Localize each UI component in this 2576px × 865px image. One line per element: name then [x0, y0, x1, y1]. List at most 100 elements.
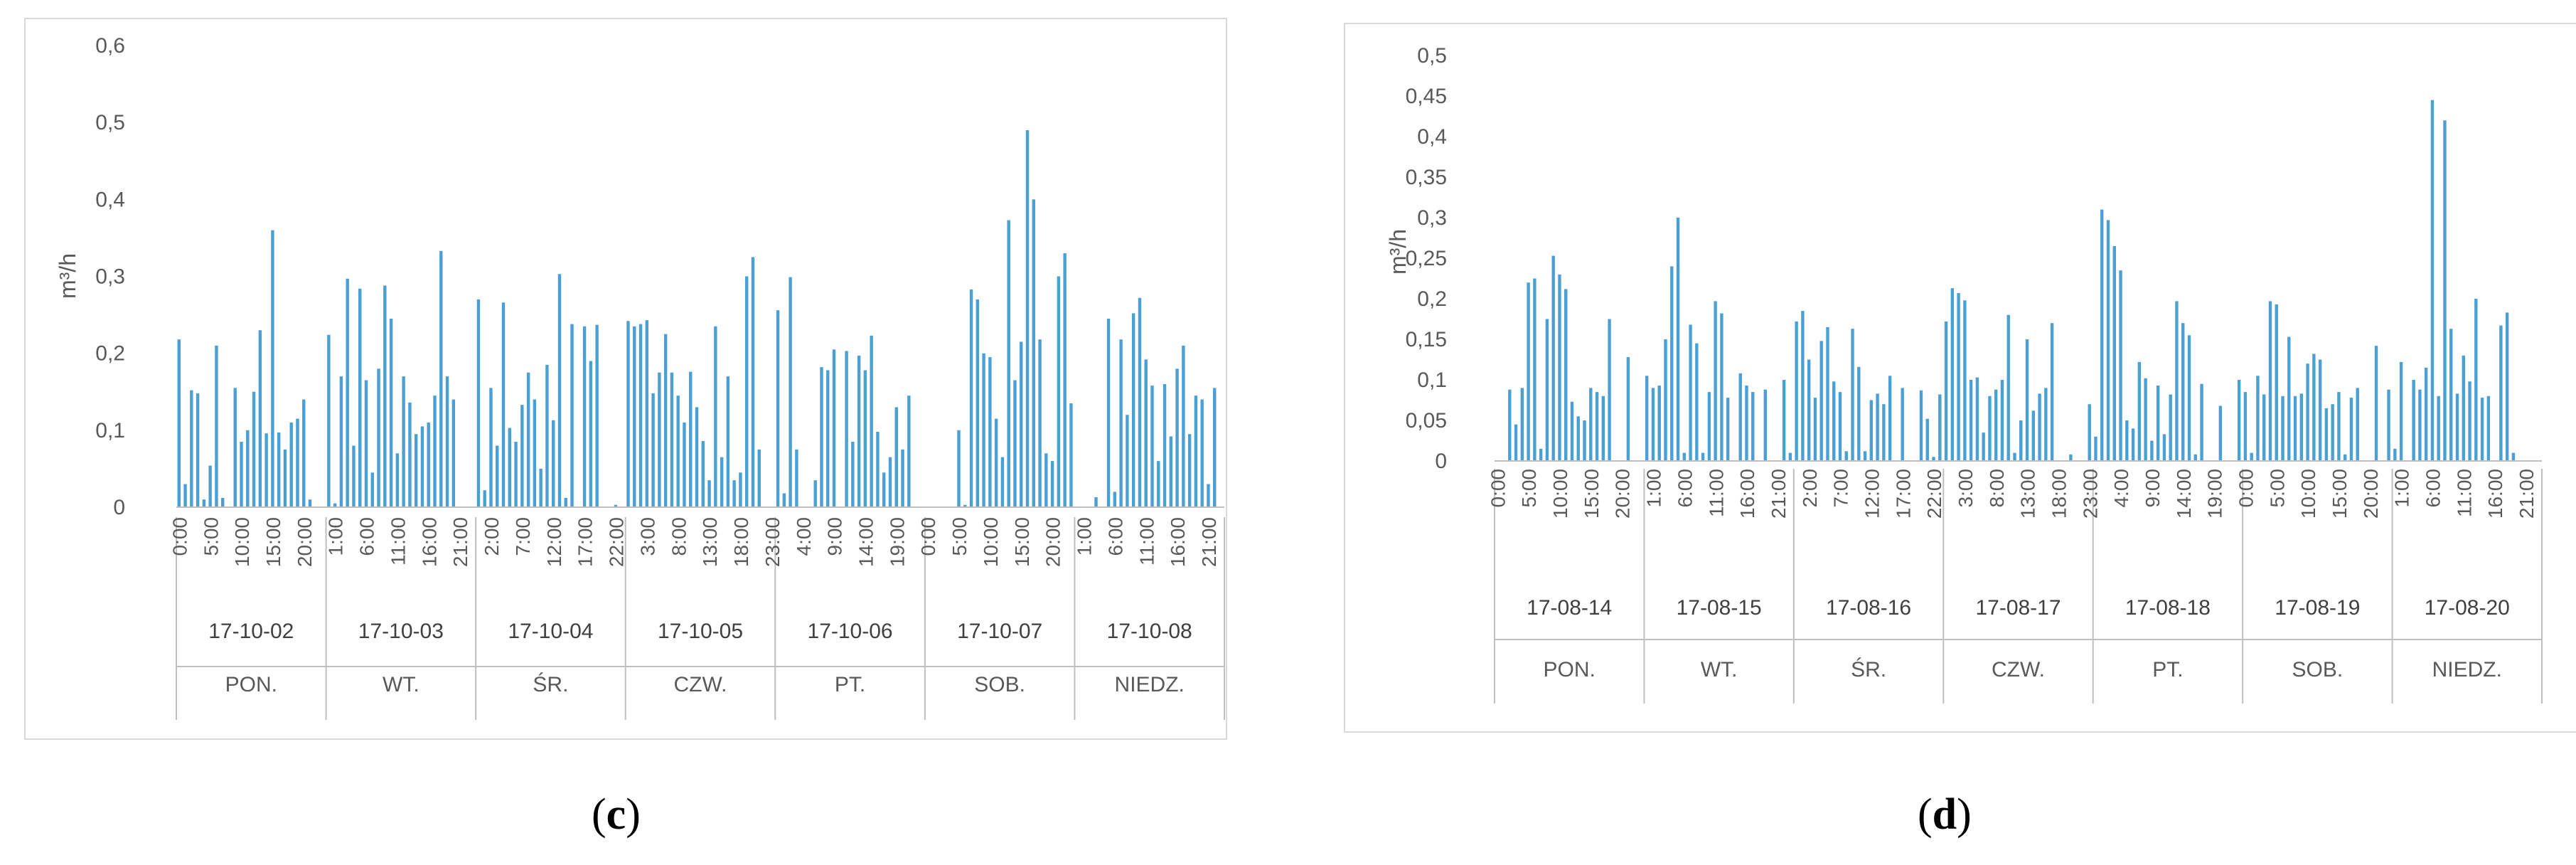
- date-label: 17-10-03: [358, 620, 444, 643]
- bar: [645, 320, 649, 507]
- bar: [1119, 339, 1123, 507]
- bar: [208, 465, 212, 507]
- date-label: 17-08-16: [1826, 596, 1911, 620]
- bar: [352, 445, 356, 507]
- bar: [383, 285, 387, 507]
- hour-tick-label: 10:00: [980, 517, 1002, 567]
- bar: [707, 480, 711, 507]
- y-tick-label: 0: [1435, 450, 1447, 473]
- day-label: CZW.: [1992, 658, 2045, 681]
- bar: [520, 405, 524, 507]
- bar: [1745, 385, 1748, 461]
- bar: [277, 432, 281, 507]
- bar: [1131, 313, 1135, 507]
- bar: [2437, 396, 2440, 461]
- date-label: 17-08-20: [2425, 596, 2510, 620]
- bar: [1701, 452, 1705, 461]
- bar: [2374, 346, 2378, 461]
- bar: [888, 457, 892, 507]
- bar: [1963, 300, 1967, 461]
- bar: [501, 302, 506, 507]
- hour-tick-label: 1:00: [325, 517, 347, 556]
- bar: [514, 442, 518, 507]
- bar: [1551, 255, 1555, 461]
- bar: [1583, 420, 1586, 461]
- bar: [258, 330, 262, 507]
- bar: [1608, 319, 1611, 461]
- bar: [2169, 394, 2172, 461]
- bar: [845, 351, 848, 507]
- bar: [2025, 339, 2029, 461]
- bar: [1564, 289, 1568, 461]
- bar: [832, 349, 836, 507]
- hour-tick-label: 20:00: [1042, 517, 1064, 567]
- bar: [2324, 408, 2329, 461]
- bar: [451, 399, 456, 507]
- bar: [1175, 368, 1179, 507]
- bar: [2250, 452, 2253, 461]
- y-axis-title: m³/h: [1385, 229, 1411, 275]
- bar: [2455, 393, 2459, 461]
- bar: [614, 504, 618, 507]
- bar: [539, 468, 543, 507]
- day-label: PT.: [2152, 658, 2183, 681]
- hour-tick-label: 16:00: [1167, 517, 1189, 567]
- bar: [963, 504, 967, 507]
- bar: [1813, 398, 1817, 461]
- bar: [427, 423, 430, 507]
- bar: [2162, 434, 2166, 461]
- bar: [1876, 393, 1879, 461]
- bar: [289, 423, 293, 507]
- bar: [638, 324, 643, 507]
- bar: [663, 334, 668, 508]
- y-tick-label: 0,2: [95, 342, 125, 366]
- bar: [1826, 327, 1829, 461]
- bar: [2100, 209, 2104, 461]
- hour-tick-label: 9:00: [824, 517, 846, 556]
- bar: [2480, 398, 2484, 461]
- bar: [2449, 329, 2453, 461]
- day-label: NIEDZ.: [1115, 673, 1185, 696]
- bar: [732, 480, 736, 507]
- bar: [1558, 274, 1561, 461]
- bar: [2430, 100, 2435, 461]
- bar: [476, 299, 481, 507]
- hour-tick-label: 22:00: [1923, 469, 1945, 519]
- bar: [1664, 339, 1667, 461]
- bar: [2094, 436, 2097, 461]
- hour-tick-label: 10:00: [2297, 469, 2319, 519]
- hour-tick-label: 15:00: [2329, 469, 2351, 519]
- hour-tick-label: 10:00: [1549, 469, 1571, 519]
- bar: [1901, 388, 1904, 461]
- bar: [1714, 301, 1717, 461]
- day-label: ŚR.: [533, 672, 568, 696]
- date-label: 17-10-08: [1107, 620, 1192, 643]
- bar: [969, 289, 973, 507]
- bar: [1689, 324, 1692, 461]
- hour-tick-label: 2:00: [481, 517, 503, 556]
- bar: [1200, 399, 1204, 507]
- bar: [701, 440, 705, 507]
- bar: [2424, 367, 2428, 461]
- bar: [2256, 376, 2260, 461]
- bar: [1807, 359, 1811, 461]
- bar: [408, 402, 412, 507]
- bar: [658, 372, 661, 507]
- bar: [221, 498, 225, 507]
- bar: [739, 472, 742, 507]
- bar: [876, 432, 880, 507]
- hour-tick-label: 20:00: [2360, 469, 2382, 519]
- bar: [582, 326, 587, 507]
- bar: [2356, 388, 2359, 461]
- bar: [2131, 428, 2135, 461]
- bar: [1888, 376, 1892, 461]
- hour-tick-label: 9:00: [2142, 469, 2164, 508]
- hour-tick-label: 5:00: [2266, 469, 2288, 508]
- bar: [2443, 120, 2447, 461]
- bar: [1025, 129, 1030, 508]
- y-tick-label: 0,15: [1406, 328, 1447, 351]
- bar: [1720, 313, 1723, 461]
- hour-tick-label: 2:00: [1799, 469, 1821, 508]
- hour-tick-label: 11:00: [387, 517, 409, 566]
- bar: [1545, 319, 1549, 461]
